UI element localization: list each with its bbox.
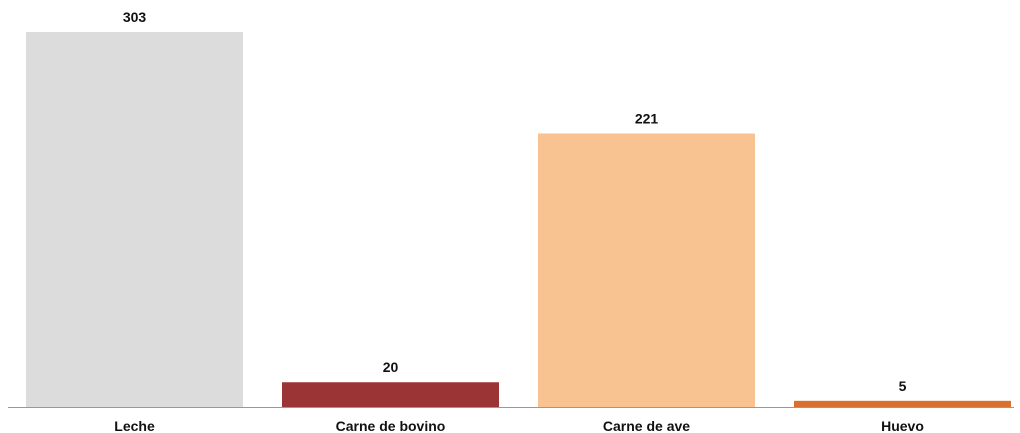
data-label: 5 <box>899 378 907 394</box>
bar <box>538 133 755 407</box>
data-label: 303 <box>123 9 147 25</box>
x-tick-label: Carne de ave <box>603 418 690 433</box>
x-tick-label: Leche <box>114 418 155 433</box>
data-label: 20 <box>383 359 399 375</box>
bar <box>794 400 1011 407</box>
bar <box>26 32 243 407</box>
x-tick-label: Carne de bovino <box>336 418 446 433</box>
data-label: 221 <box>635 110 659 126</box>
x-tick-label: Huevo <box>881 418 924 433</box>
bar <box>282 382 499 407</box>
